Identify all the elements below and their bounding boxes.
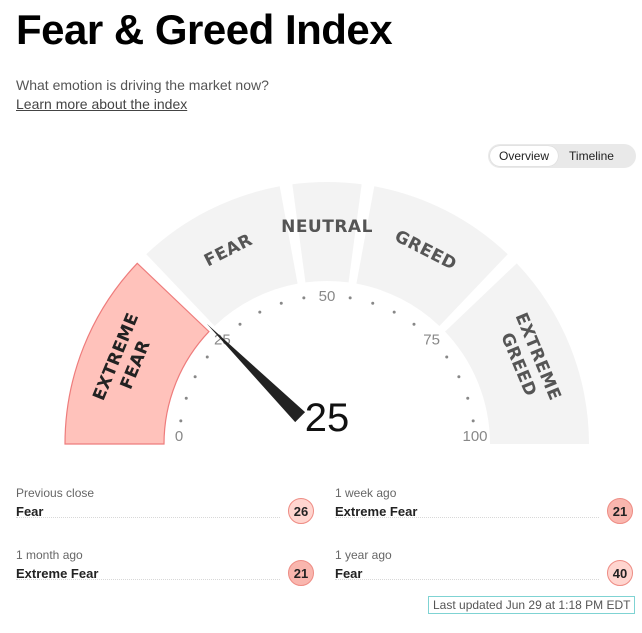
tick-dot bbox=[445, 355, 449, 359]
scale-label-50: 50 bbox=[319, 288, 336, 305]
stat-label: 1 year ago bbox=[335, 548, 392, 562]
stat-rating: Extreme Fear bbox=[335, 504, 418, 519]
stat-divider bbox=[335, 517, 599, 518]
fear-greed-gauge: 0255075100 EXTREMEFEARFEARNEUTRALGREEDEX… bbox=[64, 182, 589, 445]
segment-extreme-greed bbox=[445, 263, 589, 444]
tick-dot bbox=[371, 301, 375, 305]
stat-rating: Fear bbox=[16, 504, 44, 519]
tick-dot bbox=[184, 396, 188, 400]
tick-dot bbox=[193, 375, 197, 379]
segment-greed bbox=[356, 186, 508, 326]
learn-more-link[interactable]: Learn more about the index bbox=[16, 96, 188, 112]
stat-rating: Extreme Fear bbox=[16, 566, 99, 581]
segment-label-neutral: NEUTRAL bbox=[281, 217, 373, 237]
tick-dot bbox=[412, 322, 416, 326]
stat-rating: Fear bbox=[335, 566, 363, 581]
tick-dot bbox=[392, 310, 396, 314]
stat-divider bbox=[16, 517, 280, 518]
tick-dot bbox=[205, 355, 209, 359]
scale-label-75: 75 bbox=[423, 331, 440, 348]
gauge-needle bbox=[206, 323, 306, 423]
stat-value-badge: 26 bbox=[288, 498, 314, 524]
timeline-tab[interactable]: Timeline bbox=[569, 149, 614, 163]
page-title: Fear & Greed Index bbox=[16, 6, 393, 53]
stat-one-year-ago: 1 year ago Fear 40 bbox=[335, 548, 633, 596]
scale-label-0: 0 bbox=[175, 428, 183, 445]
tick-dot bbox=[179, 419, 183, 423]
gauge-tick-dots bbox=[179, 296, 475, 423]
stat-previous-close: Previous close Fear 26 bbox=[16, 486, 314, 534]
stat-label: 1 week ago bbox=[335, 486, 397, 500]
segment-extreme-fear bbox=[64, 262, 210, 445]
stat-value-badge: 40 bbox=[607, 560, 633, 586]
gauge-value: 25 bbox=[305, 396, 350, 440]
tick-dot bbox=[302, 296, 306, 300]
stat-value-badge: 21 bbox=[288, 560, 314, 586]
tick-dot bbox=[279, 301, 283, 305]
tick-dot bbox=[348, 296, 352, 300]
stat-label: 1 month ago bbox=[16, 548, 83, 562]
tick-dot bbox=[238, 322, 242, 326]
tick-dot bbox=[471, 419, 475, 423]
view-toggle: Overview Timeline bbox=[488, 144, 636, 168]
overview-tab[interactable]: Overview bbox=[490, 146, 559, 166]
segment-neutral bbox=[292, 182, 362, 283]
segment-fear bbox=[146, 186, 298, 326]
stat-value-badge: 21 bbox=[607, 498, 633, 524]
tick-dot bbox=[258, 310, 262, 314]
stat-label: Previous close bbox=[16, 486, 95, 500]
stat-one-month-ago: 1 month ago Extreme Fear 21 bbox=[16, 548, 314, 596]
page-subtitle: What emotion is driving the market now? bbox=[16, 77, 269, 93]
tick-dot bbox=[466, 396, 470, 400]
stat-divider bbox=[16, 579, 280, 580]
last-updated: Last updated Jun 29 at 1:18 PM EDT bbox=[428, 596, 636, 614]
scale-label-100: 100 bbox=[462, 428, 487, 445]
gauge-segments bbox=[64, 182, 589, 445]
stat-divider bbox=[335, 579, 599, 580]
tick-dot bbox=[457, 375, 461, 379]
stat-one-week-ago: 1 week ago Extreme Fear 21 bbox=[335, 486, 633, 534]
